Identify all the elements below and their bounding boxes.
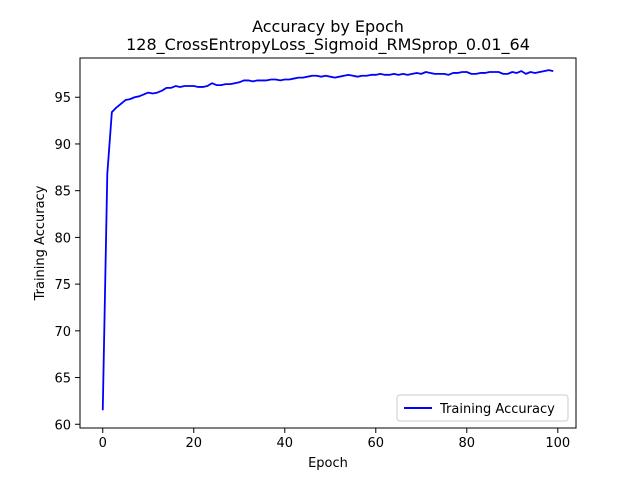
chart-title: Accuracy by Epoch — [252, 17, 404, 36]
x-axis-label: Epoch — [308, 456, 348, 471]
y-tick-label: 95 — [54, 91, 71, 106]
y-tick-label: 80 — [54, 231, 71, 246]
axes-frame — [79, 57, 577, 429]
x-tick-label: 60 — [368, 436, 385, 451]
x-tick-label: 100 — [545, 436, 570, 451]
chart-subtitle: 128_CrossEntropyLoss_Sigmoid_RMSprop_0.0… — [126, 35, 530, 55]
y-axis-label: Training Accuracy — [33, 185, 48, 301]
y-tick-label: 65 — [54, 372, 71, 387]
plot-area: 0 20 40 60 80 100 60 65 70 75 80 85 90 95 — [54, 57, 577, 451]
legend-box — [396, 394, 569, 422]
series-line-training-accuracy — [101, 69, 554, 411]
y-tick-label: 85 — [54, 185, 71, 200]
x-tick-label: 80 — [459, 436, 476, 451]
y-tick-label: 70 — [54, 325, 71, 340]
y-tick-label: 90 — [54, 138, 71, 153]
y-tick-label: 60 — [54, 418, 71, 433]
x-tick-label: 20 — [185, 436, 202, 451]
x-tick-label: 0 — [99, 436, 107, 451]
legend-entry-label: Training Accuracy — [439, 402, 555, 417]
x-tick-label: 40 — [276, 436, 293, 451]
legend: Training Accuracy — [396, 394, 569, 422]
y-tick-label: 75 — [54, 278, 71, 293]
